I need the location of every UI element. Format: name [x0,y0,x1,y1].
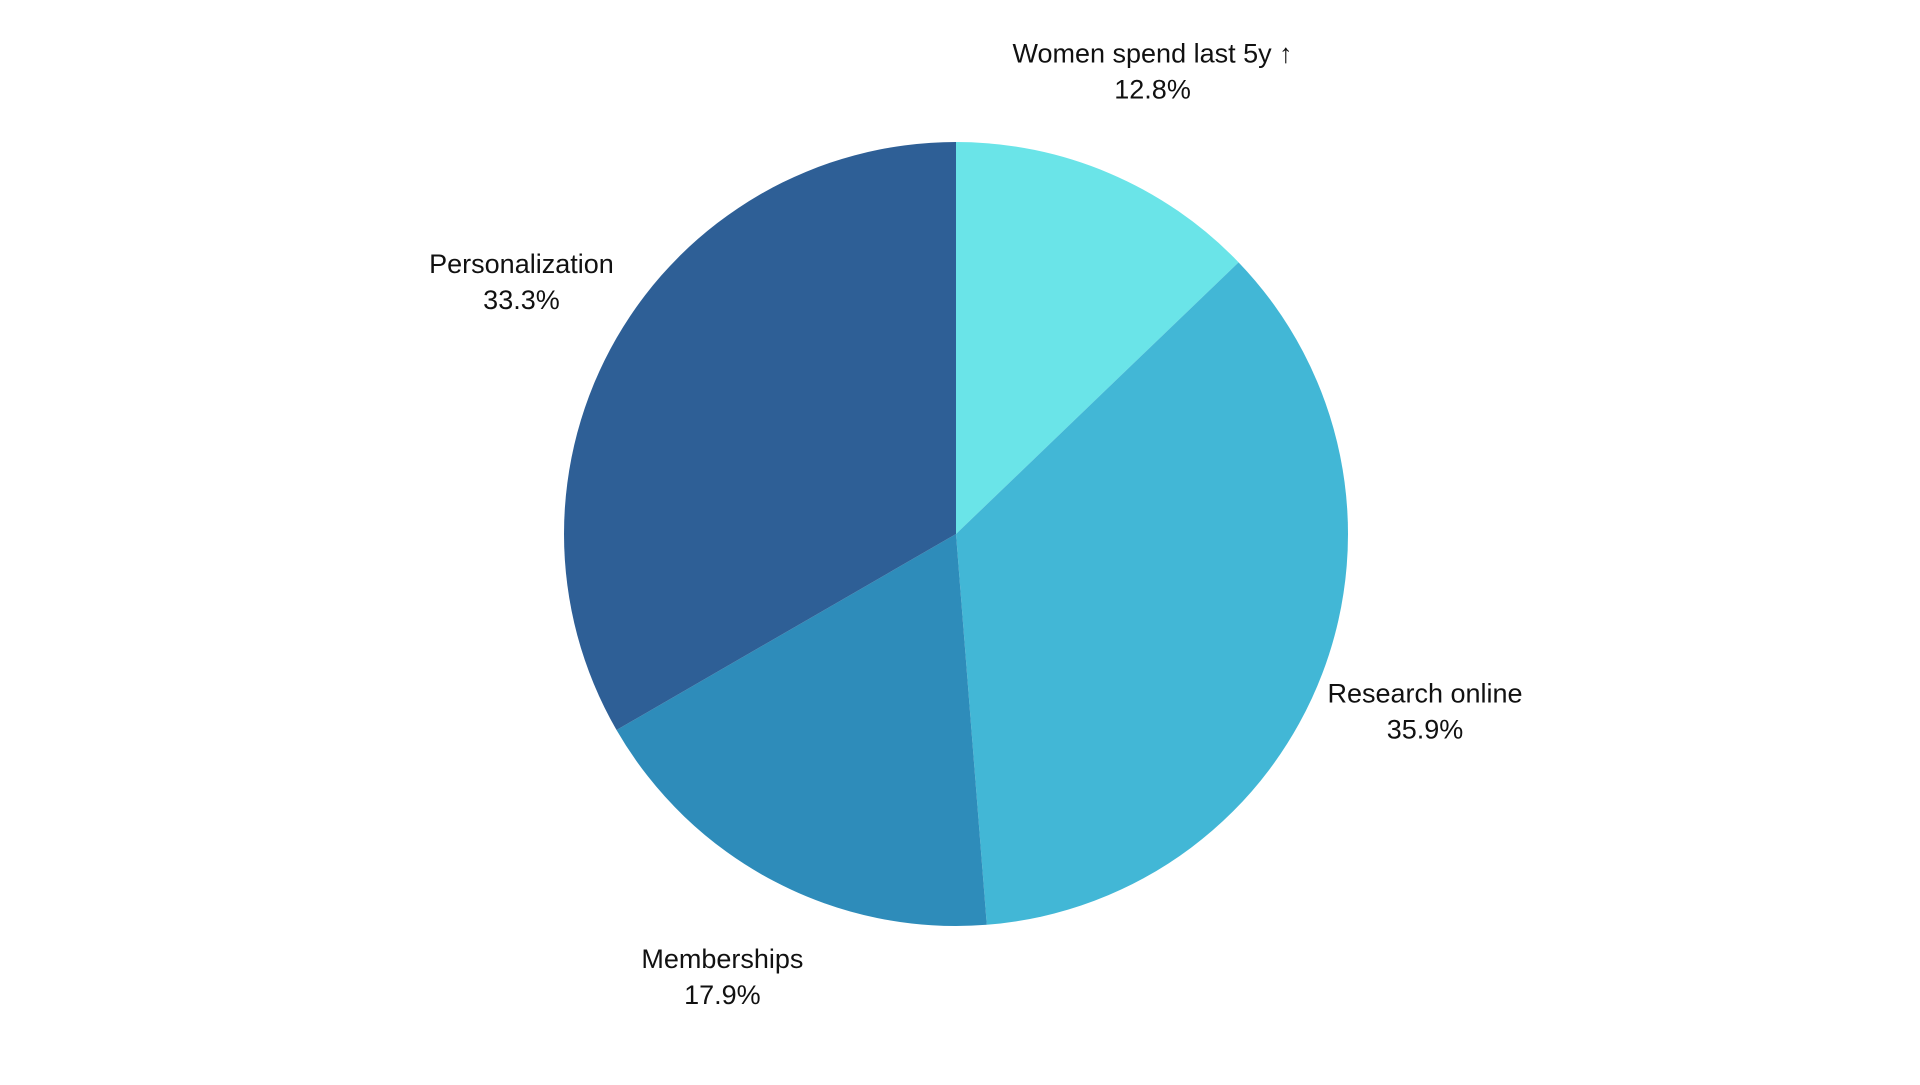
slice-label: Personalization [429,249,614,279]
slice-label: Memberships [641,944,803,974]
slice-value-label: 12.8% [1114,74,1191,104]
slice-label: Women spend last 5y ↑ [1012,38,1292,68]
slice-label: Research online [1327,678,1522,708]
pie-slice [616,534,987,926]
pie-slice [956,262,1348,925]
pie-slice [956,142,1239,534]
slice-value-label: 17.9% [684,980,761,1010]
pie-slice [564,142,956,730]
slice-value-label: 33.3% [483,285,560,315]
slice-value-label: 35.9% [1387,714,1464,744]
